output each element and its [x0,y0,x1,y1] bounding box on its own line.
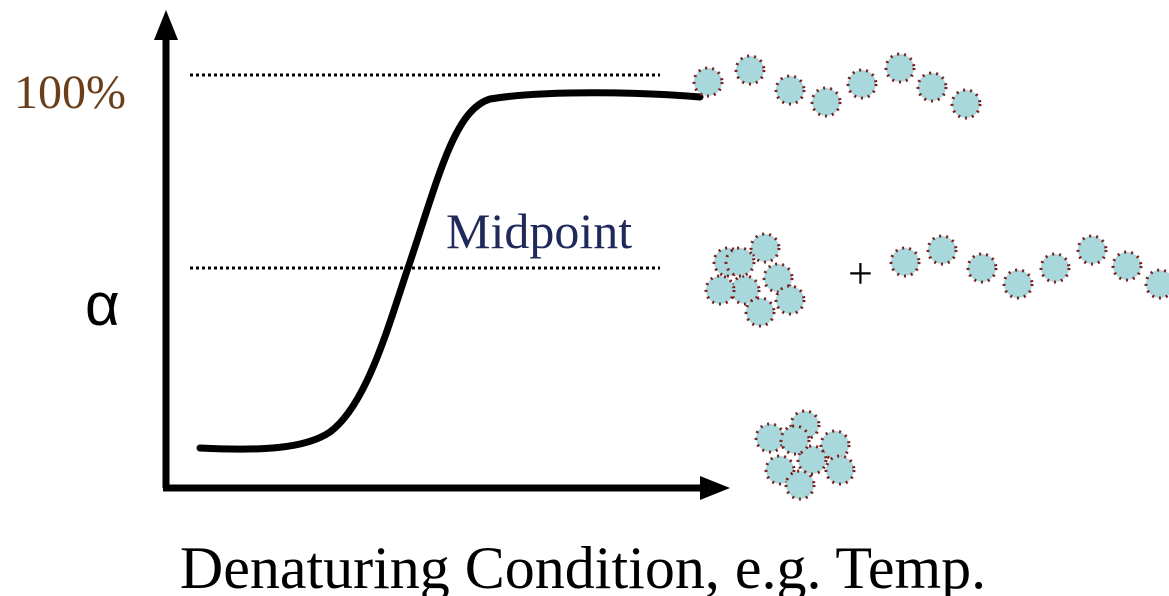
unfolded-residue [694,68,722,96]
unfolded-residue [1041,254,1069,282]
folded-residue [726,248,754,276]
folded-residue [781,426,809,454]
unfolded-residue [1146,270,1169,298]
folded-residue [746,298,774,326]
unfolded-residue [918,73,946,101]
unfolded-residue [1004,270,1032,298]
unfolded-residue [952,90,980,118]
unfolded-residue [891,248,919,276]
y-axis-arrow [154,10,178,40]
unfolded-residue [736,56,764,84]
unfolded-residue [776,76,804,104]
unfolded-residue [812,88,840,116]
folded-residue [786,471,814,499]
folded-residue [776,286,804,314]
diagram: 100% α Midpoint + Denaturing Condition, … [0,0,1169,596]
x-axis-arrow [700,476,730,500]
folded-residue [756,424,784,452]
molecules [694,54,1169,499]
transition-curve [200,93,700,449]
folded-residue [751,234,779,262]
unfolded-residue [848,70,876,98]
folded-residue [826,456,854,484]
folded-residue [821,431,849,459]
y-label: α [85,271,120,338]
unfolded-residue [886,54,914,82]
folded-residue [706,276,734,304]
unfolded-residue [928,236,956,264]
plus: + [848,249,873,298]
top-label: 100% [14,66,126,119]
midpoint-label: Midpoint [446,203,632,259]
unfolded-residue [1113,252,1141,280]
unfolded-residue [968,254,996,282]
x-label: Denaturing Condition, e.g. Temp. [180,535,986,596]
unfolded-residue [1078,236,1106,264]
